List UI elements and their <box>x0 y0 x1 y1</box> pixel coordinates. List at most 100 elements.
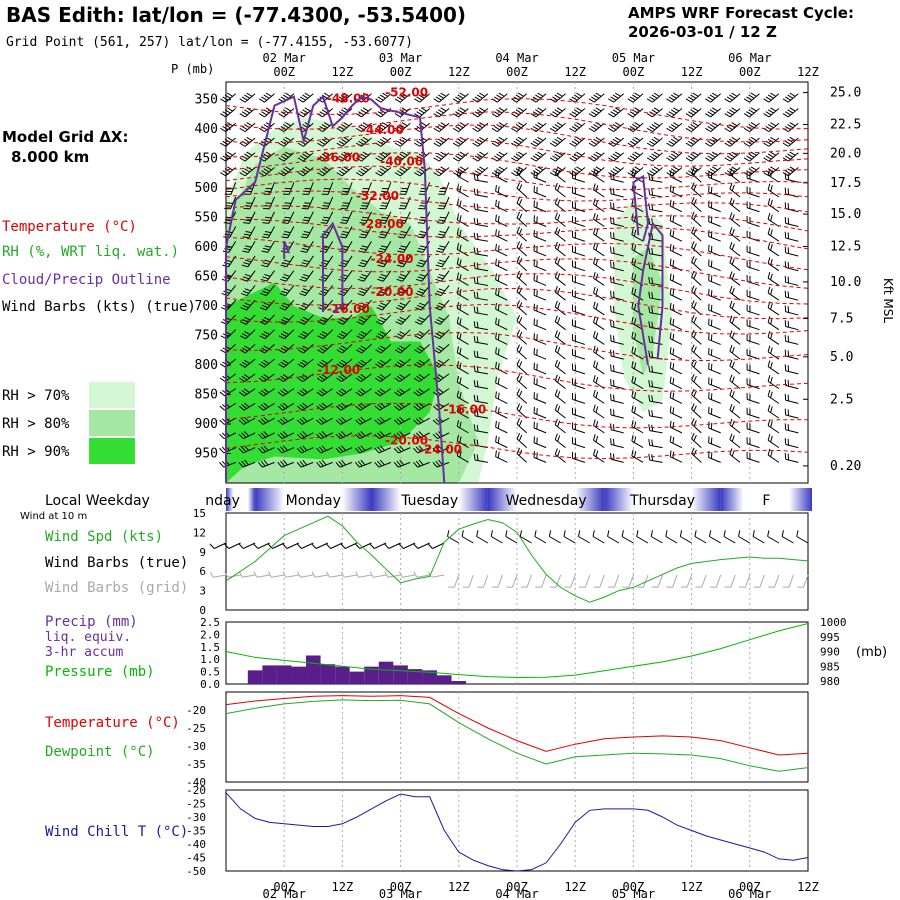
barb-staff <box>594 152 605 162</box>
wind-barb <box>767 286 780 301</box>
barb-staff <box>244 93 256 103</box>
barb-flag <box>498 107 505 112</box>
barb-flag <box>646 113 653 118</box>
barb-flag <box>610 140 617 145</box>
barb-flag <box>399 302 406 306</box>
barb-flag <box>263 431 269 437</box>
barb-flag <box>750 136 757 142</box>
barb-flag <box>595 136 602 142</box>
wind-barb <box>593 271 605 286</box>
barb-staff <box>300 574 314 578</box>
barb-flag <box>316 433 322 440</box>
barb-flag <box>651 292 654 299</box>
barb-flag <box>321 374 328 379</box>
barb-flag <box>380 331 387 335</box>
barb-staff <box>516 276 528 286</box>
barb-flag <box>317 142 324 147</box>
wind-barb <box>627 151 644 162</box>
wind-barb <box>610 187 624 198</box>
barb-staff <box>708 339 721 345</box>
barb-flag <box>472 142 479 147</box>
barb-flag <box>262 262 270 265</box>
wind-barb <box>554 227 566 242</box>
wind-barb <box>549 151 566 162</box>
barb-flag <box>770 170 773 177</box>
barb-staff <box>322 137 334 147</box>
barb-flag <box>219 433 225 440</box>
wind-barb <box>516 388 528 404</box>
barb-flag <box>394 172 401 177</box>
barb-flag <box>557 376 561 383</box>
wind-barb <box>516 285 528 301</box>
wind-barb <box>554 286 566 301</box>
barb-flag <box>263 168 270 173</box>
wind-barb <box>220 107 237 118</box>
barb-flag <box>556 136 563 142</box>
windchill-line <box>225 792 809 872</box>
wind-barb <box>375 122 392 133</box>
barb-flag <box>375 157 382 162</box>
precip-bar <box>276 665 292 684</box>
wind-barb <box>648 424 663 434</box>
wind-barb <box>260 270 275 282</box>
grid-wind-barb <box>797 574 809 588</box>
barb-flag <box>497 348 500 355</box>
barb-flag <box>459 406 462 414</box>
wind-barb <box>610 438 624 449</box>
barb-staff <box>729 306 741 316</box>
barb-staff <box>453 574 460 588</box>
barb-flag <box>631 420 634 427</box>
barb-staff <box>366 182 372 195</box>
barb-flag <box>343 122 350 127</box>
wind-barbs-true-legend: Wind Barbs (true) <box>45 555 188 571</box>
barb-flag <box>380 288 387 292</box>
barb-flag <box>321 153 328 158</box>
barb-flag <box>479 122 486 127</box>
barb-flag <box>396 375 403 381</box>
barb-staff <box>785 399 799 404</box>
barb-staff <box>610 296 624 301</box>
barb-flag <box>413 391 420 397</box>
wind-barb <box>646 122 663 133</box>
barb-flag <box>495 214 497 221</box>
barb-flag <box>748 109 755 114</box>
barb-staff <box>325 240 334 253</box>
barb-staff <box>729 262 741 272</box>
barb-staff <box>746 266 760 272</box>
barb-flag <box>375 363 382 368</box>
barb-flag <box>258 419 264 425</box>
barb-staff <box>380 152 392 162</box>
wind-barb <box>685 107 702 118</box>
barb-flag <box>239 377 245 383</box>
wind-barb <box>473 335 488 345</box>
barb-flag <box>631 198 634 206</box>
barb-flag <box>278 127 285 133</box>
barb-staff <box>441 255 450 268</box>
wind-barb <box>691 211 702 227</box>
barb-staff <box>379 402 392 411</box>
barb-flag <box>554 94 561 99</box>
barb-flag <box>418 109 425 114</box>
wind-barb <box>782 151 799 162</box>
barb-staff <box>495 323 508 331</box>
barb-flag <box>219 405 225 411</box>
barb-flag <box>222 96 229 101</box>
wind-barb <box>375 344 392 354</box>
barb-flag <box>258 127 265 133</box>
barb-flag <box>691 388 695 395</box>
barb-staff <box>284 329 295 340</box>
barb-flag <box>340 543 346 549</box>
barb-flag <box>244 302 251 306</box>
wind-barb <box>516 344 528 360</box>
barb-flag <box>549 157 556 162</box>
barb-flag <box>588 142 595 147</box>
barb-staff <box>708 398 721 404</box>
barb-flag <box>281 236 288 239</box>
barb-flag <box>282 402 289 408</box>
barb-flag <box>263 345 270 350</box>
barb-staff <box>441 270 450 282</box>
barb-flag <box>707 155 714 160</box>
barb-flag <box>767 242 771 249</box>
barb-flag <box>219 363 226 368</box>
barb-flag <box>557 450 561 457</box>
